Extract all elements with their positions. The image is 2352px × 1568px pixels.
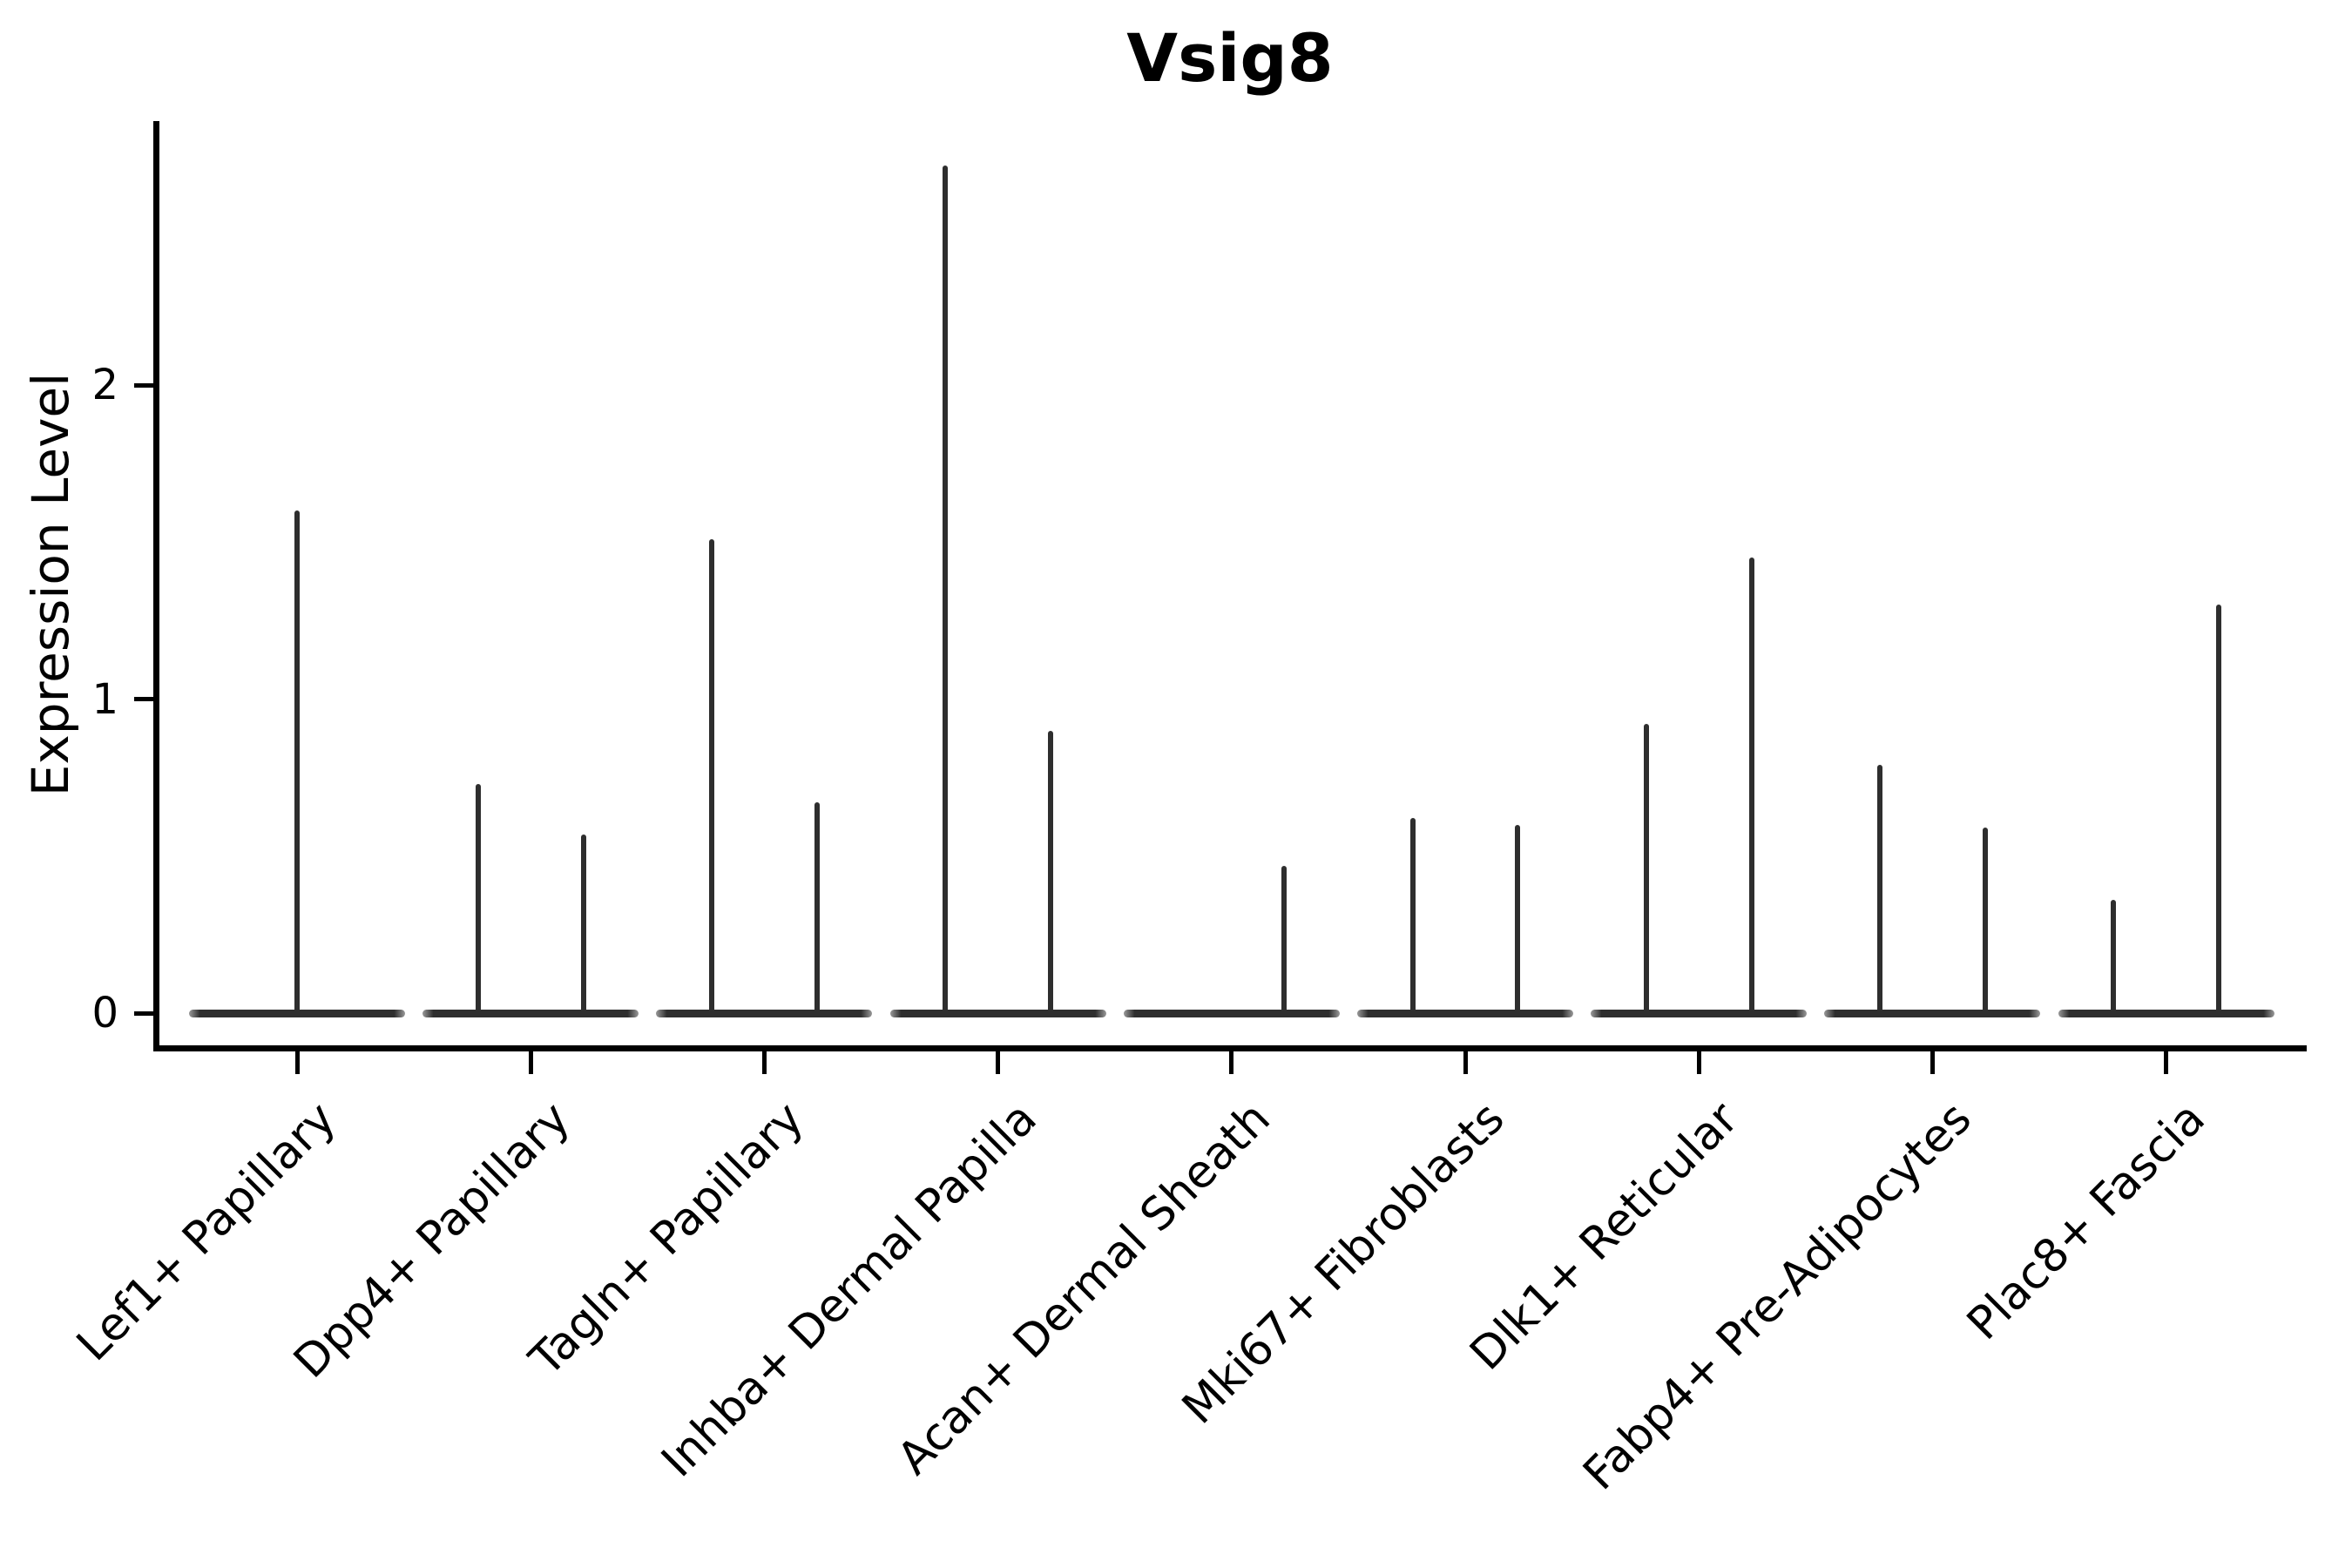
violin-base [889,1009,1106,1017]
x-tick-label: Plac8+ Fascia [1957,1092,2216,1350]
violin-spike [1748,558,1754,1013]
x-axis-spine [153,1045,2307,1051]
violin-spike [1281,865,1288,1013]
x-tick-label: Inhba+ Dermal Papilla [652,1092,1048,1488]
x-tick [761,1051,767,1074]
x-tick [2164,1051,2169,1074]
x-tick [996,1051,1001,1074]
x-tick [1696,1051,1701,1074]
y-tick [134,1010,153,1016]
violin-spike [709,538,714,1013]
violin-spike [1643,724,1649,1013]
violin-spike [1877,765,1882,1013]
x-tick [1229,1051,1234,1074]
violin-spike [294,510,300,1013]
violin-spike [2111,900,2117,1013]
violin-spike [2216,605,2221,1013]
y-tick-label: 2 [91,361,118,409]
violin-spike [1982,828,1988,1013]
violin-base [189,1009,405,1017]
violin-base [656,1009,873,1017]
y-axis-label: Expression Level [21,372,80,797]
violin-base [1591,1009,1808,1017]
violin-spike [1515,824,1521,1013]
violin-base [422,1009,639,1017]
y-tick-label: 0 [91,989,118,1037]
x-tick [1930,1051,1935,1074]
chart-title: Vsig8 [1126,19,1334,97]
y-axis-spine [153,121,159,1051]
y-tick [134,382,153,388]
violin-spike [475,783,481,1013]
violin-base [1123,1009,1340,1017]
violin-base [1357,1009,1573,1017]
y-tick-label: 1 [91,674,118,724]
y-tick [134,697,153,701]
violin-base [1824,1009,2041,1017]
x-tick-label: Fabp4+ Pre-Adipocytes [1573,1092,1982,1501]
violin-spike [943,165,949,1013]
violin-spike [1048,730,1053,1013]
violin-spike [580,834,586,1013]
violin-base [2058,1009,2274,1017]
x-tick [294,1051,300,1074]
x-tick-label: Acan+ Dermal Sheath [888,1092,1281,1485]
x-tick [528,1051,533,1074]
x-tick [1463,1051,1468,1074]
violin-spike [814,802,820,1013]
violin-spike [1409,818,1416,1013]
